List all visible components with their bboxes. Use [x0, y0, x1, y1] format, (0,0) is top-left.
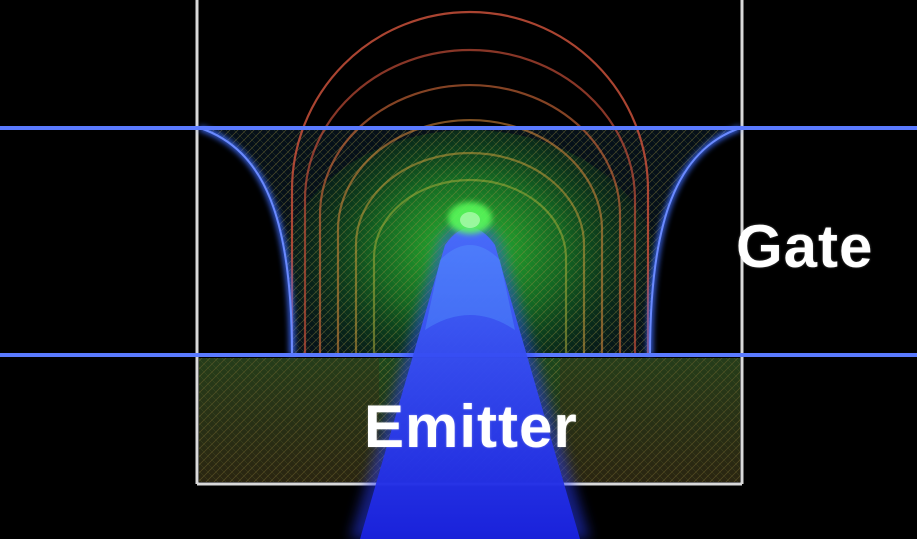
emitter-label: Emitter	[364, 393, 578, 460]
emitter-tip	[350, 202, 590, 539]
gate-label: Gate	[736, 213, 874, 280]
equipotential-lines	[290, 10, 650, 355]
